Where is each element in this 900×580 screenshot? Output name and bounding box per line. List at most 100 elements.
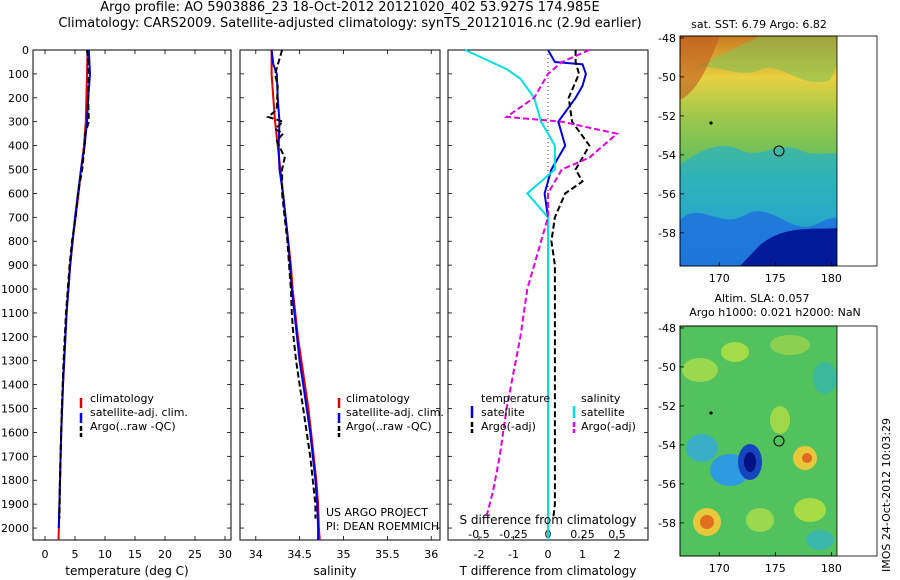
depth-tick-label: 1400 bbox=[1, 379, 29, 392]
title-line-2: Climatology: CARS2009. Satellite-adjuste… bbox=[58, 16, 642, 31]
legend-header-salinity: salinity bbox=[581, 392, 621, 405]
depth-tick-label: 1900 bbox=[1, 498, 29, 511]
diff-t-tick-label: 0 bbox=[545, 548, 552, 561]
diff-s-tick-label: -0.5 bbox=[468, 528, 489, 541]
temp-legend-satellite: satellite-adj. clim. bbox=[90, 406, 188, 419]
difference-legend: temperature salinity satellite Argo(-adj… bbox=[470, 392, 636, 433]
temp-xtick-label: 15 bbox=[128, 548, 142, 561]
temp-series-2 bbox=[58, 49, 90, 519]
depth-tick-label: 100 bbox=[8, 68, 29, 81]
depth-tick-label: 1700 bbox=[1, 450, 29, 463]
depth-tick-label: 1000 bbox=[1, 283, 29, 296]
depth-tick-label: 200 bbox=[8, 92, 29, 105]
sst-map-title: sat. SST: 6.79 Argo: 6.82 bbox=[691, 18, 827, 31]
sst-map-axes bbox=[679, 35, 878, 267]
sal-xtick-label: 35.5 bbox=[375, 548, 400, 561]
salinity-legend: climatology satellite-adj. clim. Argo(..… bbox=[326, 392, 444, 533]
salinity-xlabel: salinity bbox=[313, 564, 356, 578]
temp-xtick-label: 0 bbox=[42, 548, 49, 561]
sal-series-1 bbox=[270, 49, 320, 540]
temp-xtick-label: 25 bbox=[188, 548, 202, 561]
sla-dot-marker bbox=[709, 411, 713, 415]
depth-tick-label: 500 bbox=[8, 164, 29, 177]
sal-legend-argo: Argo(..raw -QC) bbox=[346, 420, 432, 433]
diff-t-tick-label: -2 bbox=[474, 548, 485, 561]
sst-heatmap bbox=[680, 36, 837, 266]
depth-tick-label: 1800 bbox=[1, 474, 29, 487]
map-ytick-label: -52 bbox=[658, 110, 676, 123]
title-line-1: Argo profile: AO 5903886_23 18-Oct-2012 … bbox=[100, 0, 600, 15]
depth-tick-label: 400 bbox=[8, 140, 29, 153]
depth-tick-label: 1600 bbox=[1, 426, 29, 439]
depth-tick-label: 900 bbox=[8, 259, 29, 272]
map-ytick-label: -54 bbox=[658, 439, 676, 452]
depth-tick-label: 600 bbox=[8, 187, 29, 200]
map-xtick-label: 180 bbox=[821, 272, 842, 285]
map-xtick-label: 170 bbox=[709, 562, 730, 575]
map-ytick-label: -52 bbox=[658, 400, 676, 413]
temp-xtick-label: 30 bbox=[218, 548, 232, 561]
map-ytick-label: -48 bbox=[658, 322, 676, 335]
map-ytick-label: -56 bbox=[658, 478, 676, 491]
map-xtick-label: 170 bbox=[709, 272, 730, 285]
sla-float-marker bbox=[773, 435, 785, 447]
diff-legend-s-satellite: satellite bbox=[581, 406, 625, 419]
map-ytick-label: -50 bbox=[658, 361, 676, 374]
temp-legend-climatology: climatology bbox=[90, 392, 154, 405]
temp-legend-argo: Argo(..raw -QC) bbox=[90, 420, 176, 433]
diff-t-tick-label: 2 bbox=[613, 548, 620, 561]
diff-t-tick-label: -1 bbox=[508, 548, 519, 561]
sal-series-2 bbox=[266, 49, 317, 519]
temp-xtick-label: 20 bbox=[158, 548, 172, 561]
map-xtick-label: 175 bbox=[765, 562, 786, 575]
diff-series-1 bbox=[550, 50, 591, 519]
temp-series-0 bbox=[57, 49, 89, 541]
sla-map-title-1: Altim. SLA: 0.057 bbox=[714, 292, 809, 305]
diff-legend-s-argo: Argo(-adj) bbox=[581, 420, 636, 433]
depth-tick-label: 2000 bbox=[1, 522, 29, 535]
map-ytick-label: -58 bbox=[658, 227, 676, 240]
map-ytick-label: -56 bbox=[658, 188, 676, 201]
imos-side-label: IMOS 24-Oct-2012 10:03:29 bbox=[880, 418, 893, 572]
map-ytick-label: -50 bbox=[658, 71, 676, 84]
diff-series-3 bbox=[484, 49, 620, 519]
temperature-panel-frame bbox=[32, 49, 232, 541]
legend-header-temperature: temperature bbox=[481, 392, 550, 405]
salinity-panel-frame bbox=[239, 49, 441, 541]
sst-dot-marker bbox=[709, 121, 713, 125]
sal-xtick-label: 36 bbox=[424, 548, 438, 561]
map-xtick-label: 180 bbox=[821, 562, 842, 575]
temp-xtick-label: 5 bbox=[72, 548, 79, 561]
difference-xlabel-s: S difference from climatology bbox=[460, 513, 637, 527]
diff-s-tick-label: 0.5 bbox=[608, 528, 626, 541]
diff-s-tick-label: -0.25 bbox=[499, 528, 527, 541]
map-ytick-label: -54 bbox=[658, 149, 676, 162]
sla-heatmap bbox=[680, 326, 837, 556]
sal-legend-satellite: satellite-adj. clim. bbox=[346, 406, 444, 419]
map-ytick-label: -48 bbox=[658, 32, 676, 45]
map-xtick-label: 175 bbox=[765, 272, 786, 285]
pi-label: PI: DEAN ROEMMICH bbox=[326, 520, 439, 533]
sla-map-title-2: Argo h1000: 0.021 h2000: NaN bbox=[689, 306, 861, 319]
diff-s-tick-label: 0.25 bbox=[570, 528, 595, 541]
sst-float-marker bbox=[773, 145, 785, 157]
depth-tick-label: 1100 bbox=[1, 307, 29, 320]
map-ytick-label: -58 bbox=[658, 517, 676, 530]
temperature-legend: climatology satellite-adj. clim. Argo(..… bbox=[79, 392, 188, 437]
project-label: US ARGO PROJECT bbox=[326, 506, 428, 519]
difference-xlabel-t: T difference from climatology bbox=[459, 564, 637, 578]
temp-xtick-label: 10 bbox=[98, 548, 112, 561]
depth-tick-label: 1200 bbox=[1, 331, 29, 344]
depth-tick-label: 300 bbox=[8, 116, 29, 129]
diff-series-0 bbox=[543, 49, 587, 540]
depth-tick-label: 1500 bbox=[1, 403, 29, 416]
diff-series-2 bbox=[464, 49, 556, 540]
sal-legend-climatology: climatology bbox=[346, 392, 410, 405]
diff-t-tick-label: 1 bbox=[579, 548, 586, 561]
sal-xtick-label: 35 bbox=[337, 548, 351, 561]
depth-tick-label: 700 bbox=[8, 211, 29, 224]
figure-title: Argo profile: AO 5903886_23 18-Oct-2012 … bbox=[40, 0, 660, 32]
sal-xtick-label: 34 bbox=[249, 548, 263, 561]
depth-tick-label: 1300 bbox=[1, 355, 29, 368]
